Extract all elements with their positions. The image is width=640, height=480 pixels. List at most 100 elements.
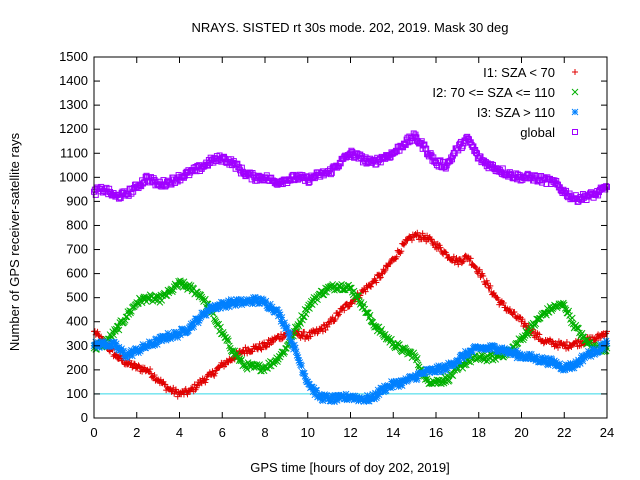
series-1-point (563, 339, 570, 346)
series-2-point (378, 325, 386, 333)
series-1-point (484, 280, 491, 287)
series-2-point (413, 355, 421, 362)
series-1-point (466, 258, 473, 265)
series-1-point (393, 253, 400, 260)
series-3-point (301, 372, 309, 380)
series-2-point (366, 311, 374, 319)
series-2-point (182, 282, 190, 290)
series-1-point (460, 257, 467, 264)
series-1-point (299, 332, 306, 339)
series-2-point (414, 361, 422, 369)
series-4-point (419, 145, 426, 152)
series-1-point (506, 306, 513, 313)
series-1-point (367, 283, 374, 290)
series-1-point (179, 388, 186, 395)
series-4-point (238, 164, 245, 171)
y-tick-label: 100 (66, 386, 88, 401)
series-4-point (468, 141, 475, 148)
series-1-point (335, 312, 342, 319)
series-1-point (151, 372, 158, 379)
x-tick-label: 18 (472, 425, 486, 440)
x-tick-label: 12 (343, 425, 357, 440)
x-tick-label: 6 (219, 425, 226, 440)
series-2-point (271, 358, 279, 365)
series-1-point (373, 279, 380, 286)
series-1-point (261, 339, 268, 346)
series-1-point (431, 238, 438, 245)
axes: 0100200300400500600700800900100011001200… (59, 49, 614, 440)
series-1-point (231, 356, 238, 363)
series-1-point (378, 270, 385, 277)
series-2-point (302, 310, 310, 318)
series-4-point (442, 165, 449, 172)
series-2-point (410, 349, 418, 357)
x-tick-label: 4 (176, 425, 183, 440)
series-1-point (257, 345, 264, 352)
series-1-point (244, 350, 251, 357)
y-tick-label: 0 (81, 410, 88, 425)
series-1-point (467, 255, 474, 262)
x-tick-label: 20 (514, 425, 528, 440)
series-1-point (462, 252, 469, 259)
series-1-point (113, 351, 120, 358)
legend-marker (572, 69, 578, 75)
legend-label: I3: SZA > 110 (477, 105, 555, 120)
series-3-point (112, 340, 120, 348)
series-4-point (327, 171, 334, 178)
series-1-point (442, 249, 449, 256)
series-4-point (499, 165, 506, 172)
series-2-point (140, 293, 148, 301)
y-axis-label: Number of GPS receiver-satellite rays (7, 132, 22, 351)
plot-area (90, 130, 611, 406)
series-1-point (131, 361, 138, 368)
legend: I1: SZA < 70 I2: 70 <= SZA <= 110 I3: SZA … (432, 65, 579, 140)
x-tick-label: 22 (557, 425, 571, 440)
series-4-point (131, 185, 138, 192)
series-1-point (591, 336, 598, 343)
series-1-point (473, 265, 480, 272)
series-1-point (367, 283, 374, 290)
series-2-point (324, 283, 332, 291)
series-1-point (401, 240, 408, 247)
series-1-point (386, 260, 393, 267)
series-2-point (431, 379, 439, 387)
series-2-point (198, 293, 206, 301)
series-1-point (129, 364, 136, 371)
series-1-point (570, 341, 577, 348)
series-2-point (121, 316, 129, 324)
series-1-point (172, 386, 179, 393)
series-4-point (553, 178, 560, 185)
series-4-point (595, 192, 602, 199)
y-tick-label: 400 (66, 314, 88, 329)
series-1-point (592, 337, 599, 344)
series-1-point (94, 328, 101, 335)
series-4-point (115, 195, 122, 202)
series-1-point (540, 340, 547, 347)
series-1-point (453, 254, 460, 261)
series-1-point (319, 325, 325, 332)
series-1-point (480, 273, 487, 280)
series-4-point (547, 181, 554, 188)
series-4-point (130, 188, 137, 195)
series-2-point (224, 335, 231, 343)
x-tick-label: 0 (90, 425, 97, 440)
series-1-point (245, 345, 252, 352)
series-1-point (324, 323, 331, 330)
series-3 (90, 293, 611, 406)
series-2-point (114, 322, 122, 330)
x-tick-label: 24 (600, 425, 614, 440)
series-1-point (279, 335, 286, 342)
series-2-point (110, 331, 117, 339)
series-1-point (452, 257, 459, 264)
series-2-point (223, 337, 231, 344)
series-2-point (449, 372, 457, 380)
series-1-point (450, 253, 457, 260)
x-tick-label: 8 (261, 425, 268, 440)
series-1-point (238, 348, 245, 355)
y-tick-label: 900 (66, 193, 88, 208)
series-1-point (388, 257, 395, 264)
series-1-point (184, 391, 191, 398)
series-2-point (338, 281, 345, 288)
y-tick-label: 1500 (59, 49, 88, 64)
series-3-point (249, 300, 256, 308)
